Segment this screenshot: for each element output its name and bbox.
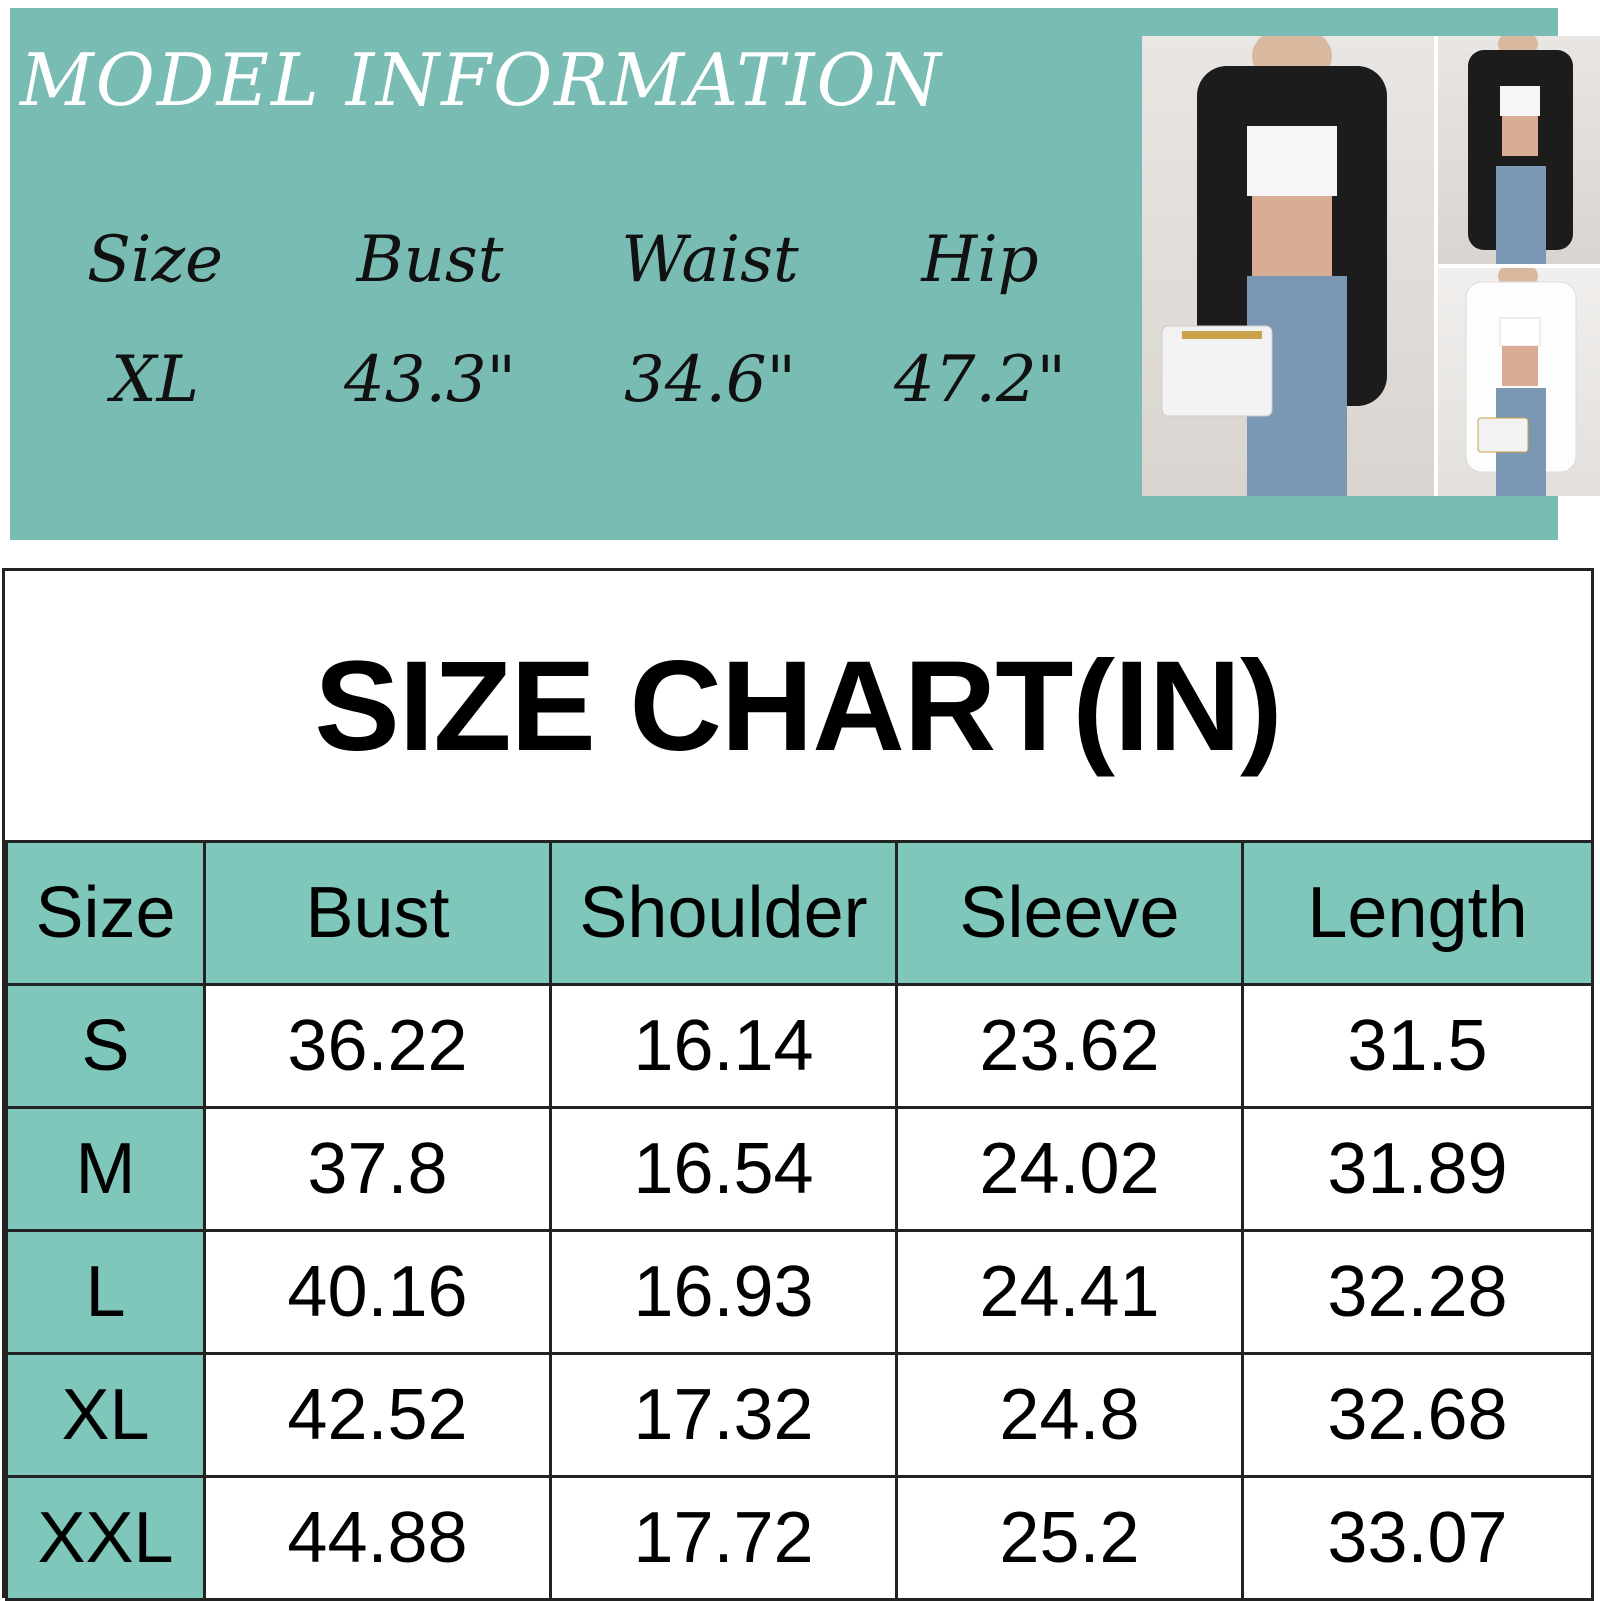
size-label-cell: XL xyxy=(5,1352,206,1478)
model-header-row: Size Bust Waist Hip xyxy=(10,223,1130,323)
model-value-waist: 34.6" xyxy=(624,343,796,417)
table-row: XL 42.52 17.32 24.8 32.68 xyxy=(5,1352,1594,1478)
size-label-cell: L xyxy=(5,1229,206,1355)
shoulder-cell: 16.14 xyxy=(549,983,898,1109)
model-value-bust: 43.3" xyxy=(344,343,516,417)
model-value-size: XL xyxy=(110,343,200,417)
sleeve-cell: 23.62 xyxy=(895,983,1244,1109)
sleeve-cell: 24.02 xyxy=(895,1106,1244,1232)
size-table: Size Bust Shoulder Sleeve Length S 36.22… xyxy=(5,840,1594,1601)
column-header-sleeve: Sleeve xyxy=(895,840,1244,986)
shoulder-cell: 16.54 xyxy=(549,1106,898,1232)
shoulder-cell: 17.32 xyxy=(549,1352,898,1478)
model-information-title: MODEL INFORMATION xyxy=(20,38,943,122)
model-header-bust: Bust xyxy=(356,223,504,297)
bust-cell: 36.22 xyxy=(203,983,552,1109)
sleeve-cell: 24.8 xyxy=(895,1352,1244,1478)
model-header-size: Size xyxy=(87,223,223,297)
size-chart-title: SIZE CHART(IN) xyxy=(314,634,1282,778)
table-row: S 36.22 16.14 23.62 31.5 xyxy=(5,983,1594,1109)
sleeve-cell: 25.2 xyxy=(895,1475,1244,1601)
column-header-shoulder: Shoulder xyxy=(549,840,898,986)
model-photo-black-side xyxy=(1438,36,1600,264)
model-header-hip: Hip xyxy=(921,223,1039,297)
product-photos xyxy=(1142,36,1600,496)
model-photo-black-front xyxy=(1142,36,1434,496)
table-row: L 40.16 16.93 24.41 32.28 xyxy=(5,1229,1594,1355)
model-values-row: XL 43.3" 34.6" 47.2" xyxy=(10,343,1130,443)
table-header-row: Size Bust Shoulder Sleeve Length xyxy=(5,840,1594,986)
column-header-length: Length xyxy=(1241,840,1594,986)
length-cell: 31.5 xyxy=(1241,983,1594,1109)
bust-cell: 42.52 xyxy=(203,1352,552,1478)
column-header-bust: Bust xyxy=(203,840,552,986)
size-label-cell: XXL xyxy=(5,1475,206,1601)
length-cell: 32.28 xyxy=(1241,1229,1594,1355)
table-row: M 37.8 16.54 24.02 31.89 xyxy=(5,1106,1594,1232)
model-photo-white-front xyxy=(1438,268,1600,496)
bust-cell: 44.88 xyxy=(203,1475,552,1601)
bust-cell: 40.16 xyxy=(203,1229,552,1355)
shoulder-cell: 16.93 xyxy=(549,1229,898,1355)
table-row: XXL 44.88 17.72 25.2 33.07 xyxy=(5,1475,1594,1601)
size-label-cell: M xyxy=(5,1106,206,1232)
sleeve-cell: 24.41 xyxy=(895,1229,1244,1355)
column-header-size: Size xyxy=(5,840,206,986)
length-cell: 31.89 xyxy=(1241,1106,1594,1232)
bust-cell: 37.8 xyxy=(203,1106,552,1232)
shoulder-cell: 17.72 xyxy=(549,1475,898,1601)
length-cell: 33.07 xyxy=(1241,1475,1594,1601)
length-cell: 32.68 xyxy=(1241,1352,1594,1478)
model-value-hip: 47.2" xyxy=(894,343,1066,417)
size-label-cell: S xyxy=(5,983,206,1109)
size-chart: SIZE CHART(IN) Size Bust Shoulder Sleeve… xyxy=(2,568,1594,1601)
model-header-waist: Waist xyxy=(621,223,799,297)
